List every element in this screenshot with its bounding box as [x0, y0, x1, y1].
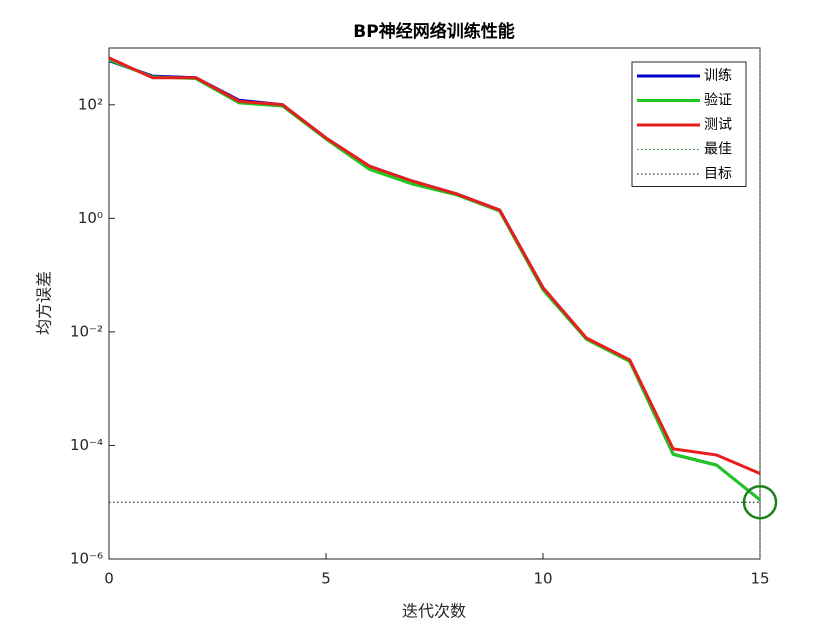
y-axis-label: 均方误差 — [35, 271, 54, 335]
y-tick-label: 10⁻⁶ — [70, 550, 103, 568]
legend-label: 验证 — [704, 93, 732, 109]
series-line — [108, 56, 761, 475]
x-tick-label: 15 — [750, 570, 769, 588]
y-tick-label: 10⁰ — [78, 209, 103, 227]
x-axis-label: 迭代次数 — [402, 602, 466, 621]
y-tick-label: 10² — [78, 95, 103, 113]
y-tick-label: 10⁻⁴ — [70, 436, 103, 454]
y-tick-label: 10⁻² — [70, 322, 103, 340]
legend-label: 测试 — [704, 117, 732, 133]
legend-label: 最佳 — [704, 142, 732, 158]
x-tick-label: 5 — [321, 570, 331, 588]
legend-label: 训练 — [704, 68, 732, 84]
chart-title: BP神经网络训练性能 — [353, 21, 514, 42]
best-marker — [742, 484, 778, 520]
x-tick-label: 10 — [533, 570, 552, 588]
plot-area — [108, 47, 761, 560]
x-tick-label: 0 — [104, 570, 114, 588]
legend-label: 目标 — [704, 166, 732, 182]
